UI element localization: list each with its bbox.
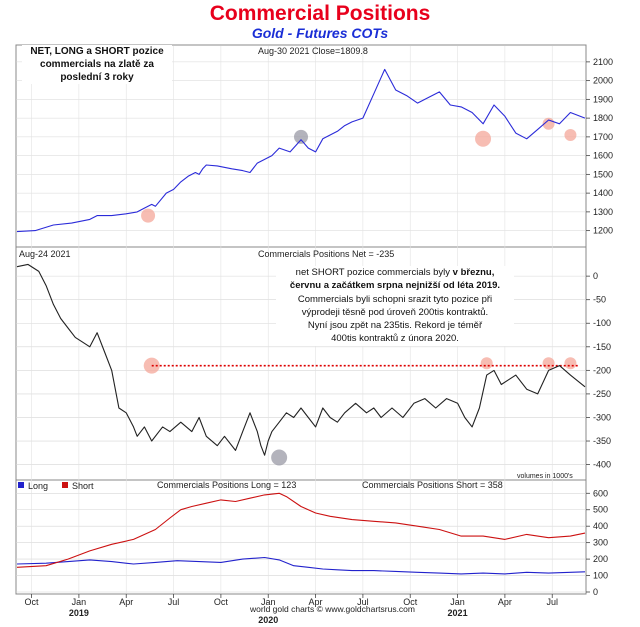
y-tick-label: -150 — [593, 342, 611, 352]
y-tick-label: -250 — [593, 389, 611, 399]
y-tick-label: 1200 — [593, 226, 613, 236]
y-tick-label: 600 — [593, 488, 608, 498]
highlight-marker — [271, 449, 288, 466]
net-series-line — [16, 263, 586, 456]
net-annotation-line3: Commercials byli schopni srazit tyto poz… — [297, 293, 493, 305]
net-annotation-line5: Nyní jsou zpět na 235tis. Rekord je témě… — [307, 320, 483, 332]
axis-layer: 1200130014001500160017001800190020002100… — [25, 57, 613, 625]
price-annotation: NET, LONG a SHORT pozice commercials na … — [22, 45, 172, 84]
y-tick-label: 2000 — [593, 76, 613, 86]
y-tick-label: 300 — [593, 538, 608, 548]
price-annotation-line2: commercials na zlatě za — [40, 59, 154, 70]
y-tick-label: 1300 — [593, 207, 613, 217]
price-annotation-line1: NET, LONG a SHORT pozice — [30, 46, 164, 57]
y-tick-label: 1800 — [593, 113, 613, 123]
y-tick-label: 1900 — [593, 94, 613, 104]
highlight-marker — [564, 129, 577, 141]
longshort-panel-frame — [15, 479, 587, 595]
net-annotation-line2: červnu a začátkem srpna nejnižší od léta… — [289, 280, 501, 292]
x-tick-label: Oct — [25, 597, 40, 607]
y-tick-label: 1700 — [593, 132, 613, 142]
x-tick-label: Jul — [168, 597, 180, 607]
x-tick-label: Apr — [309, 597, 323, 607]
footer-credit: world gold charts © www.goldchartsrus.co… — [249, 604, 415, 614]
y-tick-label: -200 — [593, 365, 611, 375]
year-label: 2020 — [258, 615, 278, 625]
y-tick-label: 0 — [593, 271, 598, 281]
y-tick-label: -400 — [593, 460, 611, 470]
highlight-marker — [564, 357, 577, 370]
y-tick-label: 100 — [593, 571, 608, 581]
long-header: Commercials Positions Long = 123 — [157, 480, 296, 490]
x-tick-label: Apr — [498, 597, 512, 607]
net-annotation-line6: 400tis kontraktů z února 2020. — [331, 333, 459, 345]
price-annotation-line3: poslední 3 roky — [60, 72, 134, 83]
y-tick-label: -350 — [593, 436, 611, 446]
y-tick-label: -100 — [593, 318, 611, 328]
x-tick-label: Jan — [261, 597, 276, 607]
net-header-date: Aug-24 2021 — [19, 249, 71, 259]
short-header: Commercials Positions Short = 358 — [362, 480, 503, 490]
highlight-marker — [480, 357, 493, 370]
year-label: 2021 — [448, 608, 468, 618]
x-tick-label: Jan — [450, 597, 465, 607]
chart-subtitle: Gold - Futures COTs — [251, 25, 389, 41]
price-header: Aug-30 2021 Close=1809.8 — [258, 46, 368, 56]
legend-long-label: Long — [28, 481, 48, 491]
highlight-marker — [294, 129, 308, 144]
y-tick-label: 1600 — [593, 151, 613, 161]
long-series-line — [16, 556, 586, 575]
x-tick-label: Jan — [72, 597, 87, 607]
y-tick-label: 400 — [593, 521, 608, 531]
legend-short-swatch — [62, 482, 68, 488]
highlight-marker — [475, 130, 492, 147]
y-tick-label: 0 — [593, 587, 598, 597]
price-series-line — [16, 68, 586, 233]
x-tick-label: Jul — [357, 597, 369, 607]
x-tick-label: Apr — [119, 597, 133, 607]
highlight-layer — [141, 117, 578, 466]
y-tick-label: -50 — [593, 295, 606, 305]
legend-short-label: Short — [72, 481, 94, 491]
chart-title: Commercial Positions — [209, 2, 431, 25]
series-layer — [16, 68, 586, 575]
net-annotation: net SHORT pozice commercials byly v břez… — [276, 266, 514, 346]
y-tick-label: 2100 — [593, 57, 613, 67]
y-tick-label: 1400 — [593, 188, 613, 198]
net-annotation-line1: net SHORT pozice commercials byly v břez… — [295, 267, 495, 278]
legend-long-swatch — [18, 482, 24, 488]
x-tick-label: Jul — [546, 597, 558, 607]
volumes-footnote: volumes in 1000's — [517, 473, 573, 480]
y-tick-label: 1500 — [593, 169, 613, 179]
highlight-marker — [141, 208, 156, 223]
net-annotation-line4: výprodeji těsně pod úroveň 200tis kontra… — [301, 306, 489, 318]
highlight-marker — [542, 357, 555, 370]
year-label: 2019 — [69, 608, 89, 618]
y-tick-label: 500 — [593, 505, 608, 515]
x-tick-label: Oct — [403, 597, 418, 607]
net-header-value: Commercials Positions Net = -235 — [258, 249, 394, 259]
y-tick-label: 200 — [593, 554, 608, 564]
short-series-line — [16, 492, 586, 568]
grid-layer — [16, 46, 586, 593]
x-tick-label: Oct — [214, 597, 229, 607]
y-tick-label: -300 — [593, 412, 611, 422]
